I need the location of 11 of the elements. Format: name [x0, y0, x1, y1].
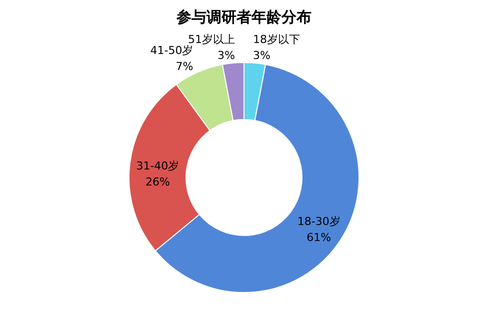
data-label: 3% — [218, 49, 236, 62]
data-label: 3% — [252, 49, 270, 62]
slice-label: 31-40岁 — [136, 160, 180, 173]
data-label: 26% — [145, 176, 170, 189]
slice-label: 51岁以上 — [188, 33, 236, 46]
slice-label: 18岁以下 — [252, 33, 300, 46]
chart-title: 参与调研者年龄分布 — [176, 8, 312, 26]
data-label: 7% — [176, 60, 194, 73]
slice-label: 41-50岁 — [150, 44, 194, 57]
data-label: 61% — [306, 230, 332, 244]
slice-label: 18-30岁 — [297, 214, 340, 228]
